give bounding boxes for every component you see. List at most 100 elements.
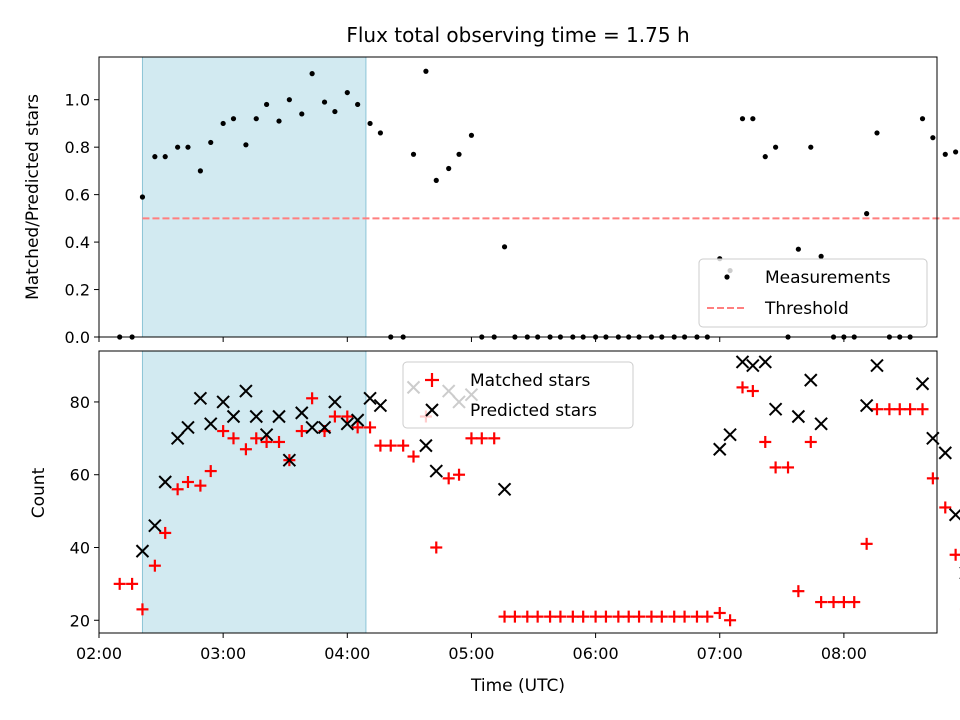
matched-star-point [384, 439, 397, 452]
matched-star-point [599, 610, 612, 623]
matched-star-point [668, 610, 681, 623]
predicted-star-point [814, 417, 828, 431]
predicted-star-point [713, 442, 727, 456]
matched-star-point [430, 541, 443, 554]
measurement-point [185, 144, 191, 150]
measurement-point [864, 211, 870, 217]
measurement-point [264, 101, 270, 108]
measurement-point [309, 71, 315, 77]
measurement-point [433, 177, 439, 183]
measurement-point [750, 116, 756, 122]
measurement-point [230, 116, 237, 122]
top-panel: 0.0 0.2 0.4 0.6 0.8 1.0 Matched/Predicted sta… [23, 56, 960, 347]
predicted-star-point [723, 427, 737, 442]
measurement-point [773, 144, 779, 150]
measurement-point [344, 89, 350, 96]
predicted-star-point [272, 409, 286, 424]
predicted-star-point [758, 355, 772, 369]
measurement-point [162, 154, 168, 160]
matched-star-point [883, 403, 896, 416]
measurement-point [818, 253, 824, 259]
predicted-star-point [791, 409, 806, 424]
bottom-x-tick-label: 06:00 [573, 644, 619, 663]
measurement-point [919, 116, 926, 122]
matched-star-point [465, 432, 478, 445]
legend-predicted-label: Predicted stars [470, 401, 597, 421]
top-y-tick-label: 0.4 [65, 233, 90, 252]
matched-star-point [633, 610, 646, 623]
measurement-point [739, 116, 746, 122]
matched-star-point [397, 439, 410, 452]
matched-star-point [475, 432, 488, 445]
matched-star-point [113, 577, 126, 590]
matched-star-point [453, 468, 466, 481]
matched-star-point [204, 465, 217, 478]
measurement-point [446, 165, 452, 172]
matched-star-point [498, 610, 511, 623]
measurement-point [762, 154, 768, 160]
legend-matched-marker [425, 373, 439, 387]
measurement-point [953, 149, 959, 155]
matched-star-point [782, 461, 795, 474]
legend-measurements-label: Measurements [765, 268, 891, 288]
predicted-star-point [350, 413, 365, 427]
chart-title: Flux total observing time = 1.75 h [346, 23, 689, 47]
top-y-tick-label: 0.2 [65, 281, 90, 300]
predicted-star-point [239, 384, 253, 398]
top-y-axis-label: Matched/Predicted stars [23, 94, 43, 300]
matched-star-point [622, 610, 635, 623]
measurement-point [501, 244, 508, 250]
predicted-star-point [328, 395, 342, 409]
predicted-star-point [226, 409, 241, 424]
measurement-point [321, 99, 328, 105]
matched-star-point [194, 479, 207, 492]
matched-stars-series [113, 381, 960, 627]
top-shaded-span [141, 56, 367, 338]
predicted-star-point [429, 464, 443, 478]
measurement-point [423, 68, 429, 74]
matched-star-point [759, 435, 772, 448]
predicted-star-point [768, 402, 783, 416]
measurement-point [175, 144, 181, 150]
matched-star-point [374, 439, 387, 452]
matched-star-point [678, 610, 691, 623]
top-y-tick-label: 0.6 [65, 186, 90, 205]
measurement-point [220, 120, 226, 127]
predicted-star-point [804, 373, 818, 387]
predicted-stars-series [135, 355, 960, 579]
predicted-star-point [317, 420, 332, 435]
bottom-y-tick-label: 20 [70, 611, 90, 630]
matched-star-point [260, 435, 273, 448]
bottom-y-tick-label: 40 [70, 538, 90, 557]
bottom-y-tick-label: 60 [70, 466, 90, 485]
bottom-x-tick-label: 05:00 [448, 644, 494, 663]
legend-threshold-label: Threshold [764, 299, 849, 319]
measurement-point [874, 130, 880, 136]
predicted-star-point [181, 420, 195, 435]
predicted-star-point [204, 417, 218, 431]
top-x-axis-ticks [98, 337, 845, 342]
bottom-y-tick-label: 80 [70, 393, 90, 412]
legend-predicted-marker [425, 403, 439, 417]
matched-star-point [521, 610, 534, 623]
matched-star-point [273, 435, 286, 448]
predicted-star-point [859, 398, 874, 413]
measurement-point [942, 151, 948, 157]
matched-star-point [159, 526, 172, 539]
matched-star-point [566, 610, 579, 623]
predicted-star-point [363, 391, 377, 406]
measurement-point [377, 130, 384, 136]
bottom-shaded-span [141, 350, 367, 634]
predicted-star-point [193, 391, 208, 406]
matched-star-point [508, 610, 521, 623]
bottom-y-axis-ticks: 20 40 60 80 [70, 393, 99, 630]
predicted-star-point [746, 358, 760, 373]
matched-star-point [488, 432, 501, 445]
matched-star-point [904, 403, 917, 416]
matched-star-point [341, 410, 354, 423]
matched-star-point [531, 610, 544, 623]
matched-star-point [827, 596, 840, 609]
matched-star-point [837, 596, 850, 609]
measurement-point [152, 154, 158, 160]
